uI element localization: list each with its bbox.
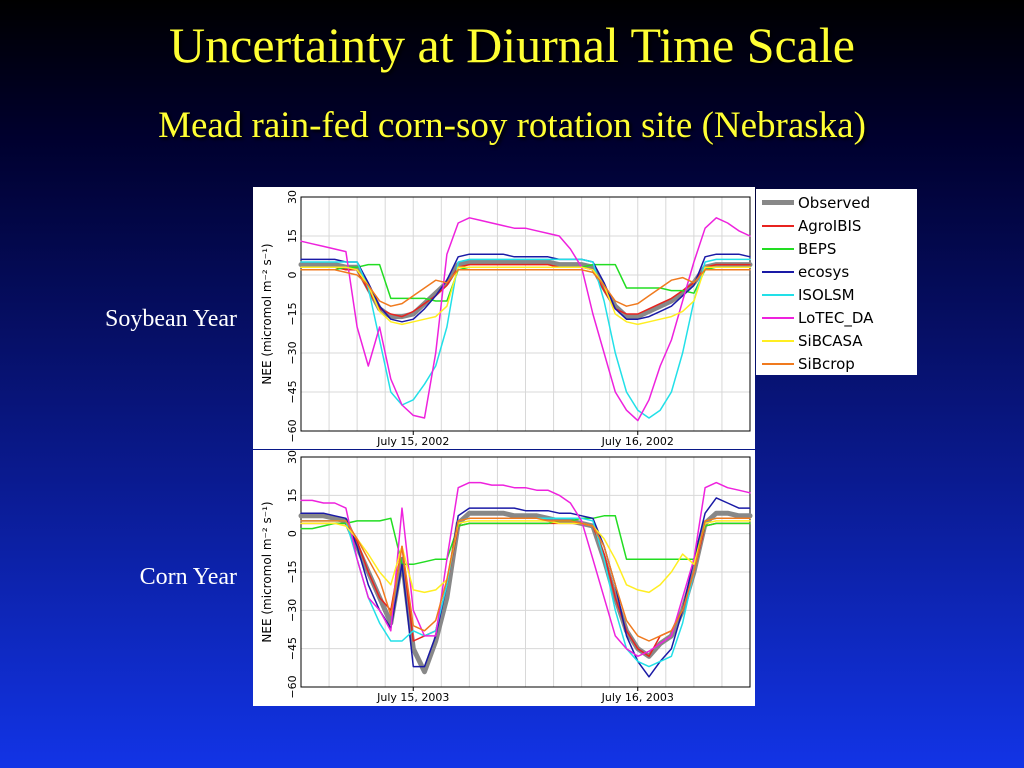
series-line-isolsm (300, 258, 751, 419)
y-tick-label: 30 (286, 190, 299, 204)
soybean-year-chart: 30 15 0 −15 −30 −45 −60 July 15, 2002 July 16, 2… (253, 187, 755, 449)
plot-frame (300, 456, 751, 688)
y-tick-label: −45 (286, 637, 299, 660)
legend-item: ISOLSM (762, 283, 917, 306)
chart-legend: Observed AgroIBIS BEPS ecosys ISOLSM LoTEC_DA… (756, 189, 917, 375)
legend-item: Observed (762, 191, 917, 214)
legend-item: SiBCASA (762, 329, 917, 352)
y-axis-label: NEE (micromol m⁻² s⁻¹) (260, 243, 274, 384)
corn-chart-svg: 30 15 0 −15 −30 −45 −60 July 15, 2003 July 16, 2… (260, 450, 753, 704)
legend-item: SiBcrop (762, 352, 917, 375)
legend-label: Observed (798, 193, 871, 212)
legend-swatch (762, 224, 794, 227)
legend-label: SiBcrop (798, 354, 855, 373)
legend-item: LoTEC_DA (762, 306, 917, 329)
y-tick-label: 30 (286, 450, 299, 464)
y-tick-label: −60 (286, 419, 299, 442)
x-tick-label: July 15, 2002 (376, 435, 449, 448)
y-tick-label: −30 (286, 599, 299, 622)
series-line-sibcrop (300, 517, 751, 642)
x-tick-label: July 16, 2002 (601, 435, 674, 448)
series-line-sibcasa (300, 520, 751, 594)
legend-swatch (762, 316, 794, 319)
slide-subtitle: Mead rain-fed corn-soy rotation site (Ne… (158, 105, 866, 146)
y-tick-label: 15 (286, 229, 299, 243)
y-tick-label: −45 (286, 380, 299, 403)
legend-label: LoTEC_DA (798, 308, 874, 327)
legend-label: ecosys (798, 262, 850, 281)
series-line-lotec-da (300, 217, 751, 422)
legend-item: AgroIBIS (762, 214, 917, 237)
series-line-sibcasa (300, 266, 751, 326)
legend-item: ecosys (762, 260, 917, 283)
y-tick-label: 0 (286, 272, 299, 279)
legend-item: BEPS (762, 237, 917, 260)
plot-frame (300, 196, 751, 432)
legend-label: BEPS (798, 239, 837, 258)
soybean-year-label: Soybean Year (105, 306, 237, 332)
legend-label: AgroIBIS (798, 216, 862, 235)
legend-swatch (762, 293, 794, 296)
soybean-chart-svg: 30 15 0 −15 −30 −45 −60 July 15, 2002 July 16, 2… (260, 190, 753, 448)
series-line-beps (300, 515, 751, 566)
series-line-ecosys (300, 497, 751, 678)
y-tick-label: 15 (286, 488, 299, 502)
legend-label: SiBCASA (798, 331, 863, 350)
y-axis-label: NEE (micromol m⁻² s⁻¹) (260, 501, 274, 642)
x-tick-label: July 16, 2003 (601, 691, 674, 704)
y-tick-label: −15 (286, 560, 299, 583)
series-line-ecosys (300, 253, 751, 323)
series-line-sibcrop (300, 269, 751, 307)
corn-year-label: Corn Year (139, 564, 237, 590)
legend-swatch (762, 247, 794, 250)
legend-swatch (762, 200, 794, 205)
y-tick-label: −30 (286, 341, 299, 364)
x-tick-label: July 15, 2003 (376, 691, 449, 704)
legend-swatch (762, 339, 794, 342)
y-tick-label: −60 (286, 675, 299, 698)
y-tick-label: 0 (286, 530, 299, 537)
legend-swatch (762, 270, 794, 273)
y-tick-label: −15 (286, 302, 299, 325)
legend-swatch (762, 362, 794, 365)
slide-title: Uncertainty at Diurnal Time Scale (169, 17, 855, 73)
corn-year-chart: 30 15 0 −15 −30 −45 −60 July 15, 2003 July 16, 2… (253, 450, 755, 706)
legend-label: ISOLSM (798, 285, 855, 304)
